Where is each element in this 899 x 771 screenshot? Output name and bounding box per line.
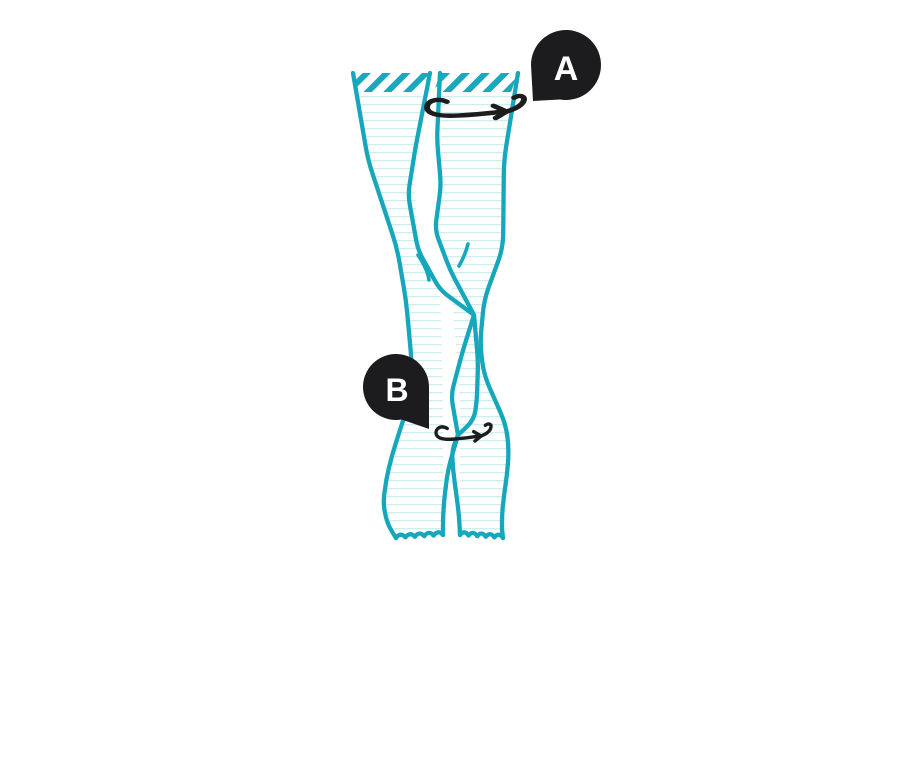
- svg-text:B: B: [385, 372, 408, 408]
- svg-text:A: A: [554, 50, 579, 88]
